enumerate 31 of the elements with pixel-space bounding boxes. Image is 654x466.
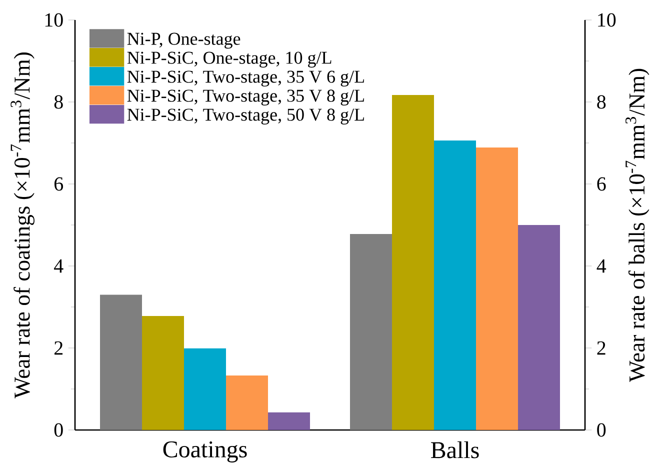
y-axis-title: Wear rate of coatings (×10$^{-7}$mm$^{3}$/Nm) (10, 52, 34, 398)
bar (476, 148, 518, 430)
y-tick-label: 6 (54, 177, 64, 191)
bar (350, 234, 392, 430)
x-tick-label: Balls (431, 441, 479, 458)
y-tick-label: 10 (45, 13, 63, 27)
legend-label: Ni-P-SiC, One-stage, 10 g/L (127, 52, 332, 68)
y2-tick-label: 6 (597, 177, 606, 191)
legend-label: Ni-P-SiC, Two-stage, 35 V 8 g/L (127, 90, 364, 106)
y2-tick-label: 0 (597, 423, 606, 437)
y-tick-label: 2 (54, 341, 63, 355)
y-tick-label: 8 (54, 95, 63, 109)
bar (392, 95, 434, 430)
bar (100, 294, 142, 430)
legend-label: Ni-P-SiC, Two-stage, 35 V 6 g/L (127, 70, 364, 87)
legend-label: Ni-P-SiC, Two-stage, 50 V 8 g/L (127, 108, 364, 125)
y2-tick-label: 8 (597, 95, 606, 109)
bar (434, 140, 476, 430)
bar (184, 348, 226, 430)
y2-tick-label: 10 (598, 13, 616, 27)
x-tick-label: Coatings (163, 441, 247, 462)
bar (268, 412, 310, 430)
y-tick-label: 0 (54, 423, 63, 437)
y2-tick-label: 2 (597, 341, 606, 355)
y2-tick-label: 4 (596, 259, 606, 273)
legend-label: Ni-P, One-stage (127, 32, 240, 49)
bar (518, 224, 560, 430)
bar (226, 375, 268, 430)
y2-axis-title: Wear rate of balls (×10$^{-7}$mm$^{3}$/Nm) (626, 68, 650, 382)
bar (142, 316, 184, 430)
y-tick-label: 4 (54, 259, 64, 273)
